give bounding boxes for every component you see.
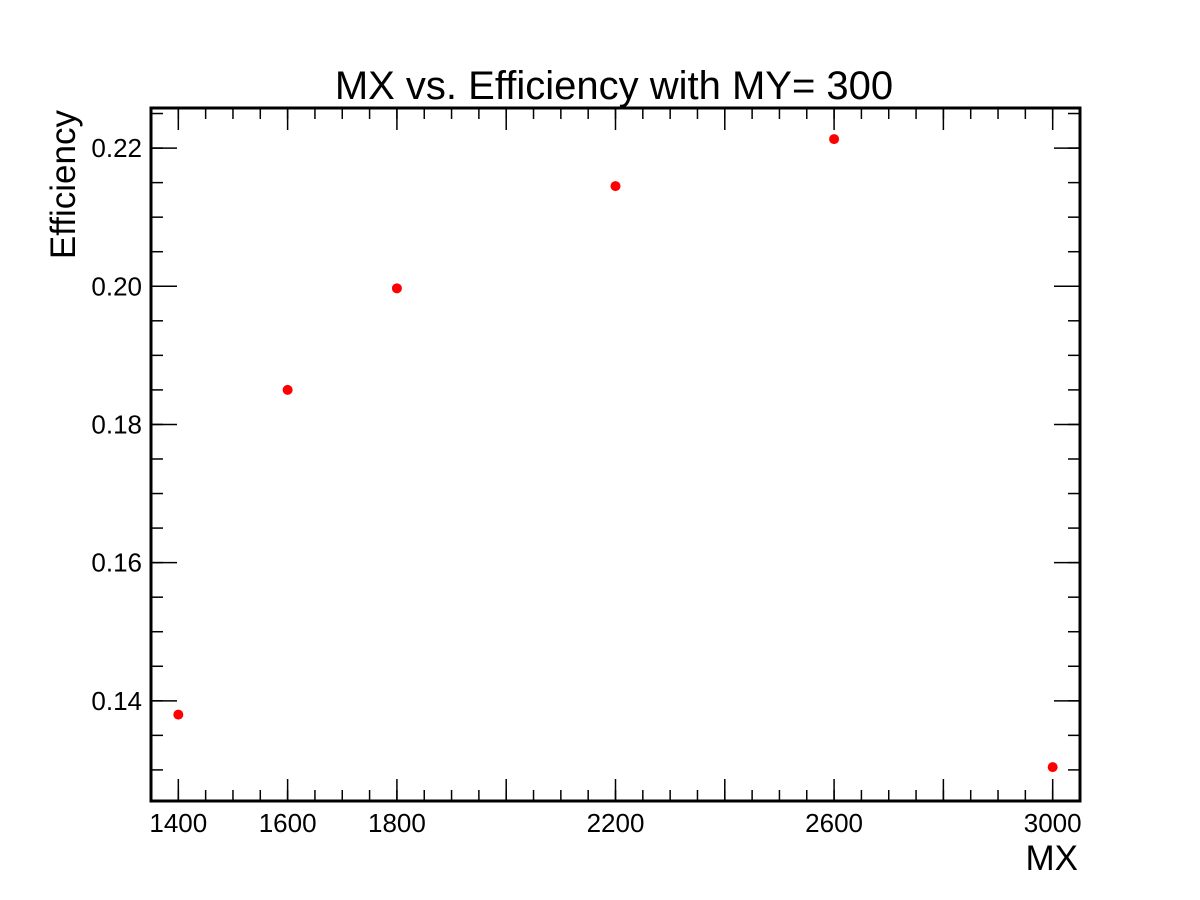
y-tick-label: 0.22 [91,133,142,163]
data-point [1047,762,1058,773]
x-tick-label: 1800 [368,808,426,838]
y-tick-labels: 0.14 0.16 0.18 0.20 0.22 [91,133,142,716]
y-tick-label: 0.18 [91,409,142,439]
y-axis-label: Efficiency [44,110,83,260]
plot-frame [149,106,1082,803]
data-points [173,134,1058,773]
y-tick-label: 0.16 [91,548,142,578]
data-point [610,181,621,192]
data-point [282,384,293,395]
x-tick-labels: 1400 1600 1800 2200 2600 3000 [149,808,1081,838]
data-point [829,134,840,145]
x-tick-label: 3000 [1024,808,1082,838]
x-tick-label: 2200 [587,808,645,838]
y-tick-label: 0.14 [91,686,142,716]
data-point [391,283,402,294]
y-tick-label: 0.20 [91,271,142,301]
x-tick-label: 2600 [805,808,863,838]
chart-title: MX vs. Efficiency with MY= 300 [335,64,893,108]
data-point [173,709,184,720]
x-tick-label: 1600 [259,808,317,838]
x-axis-label: MX [1026,839,1079,878]
x-tick-label: 1400 [149,808,207,838]
major-ticks [151,108,1080,801]
